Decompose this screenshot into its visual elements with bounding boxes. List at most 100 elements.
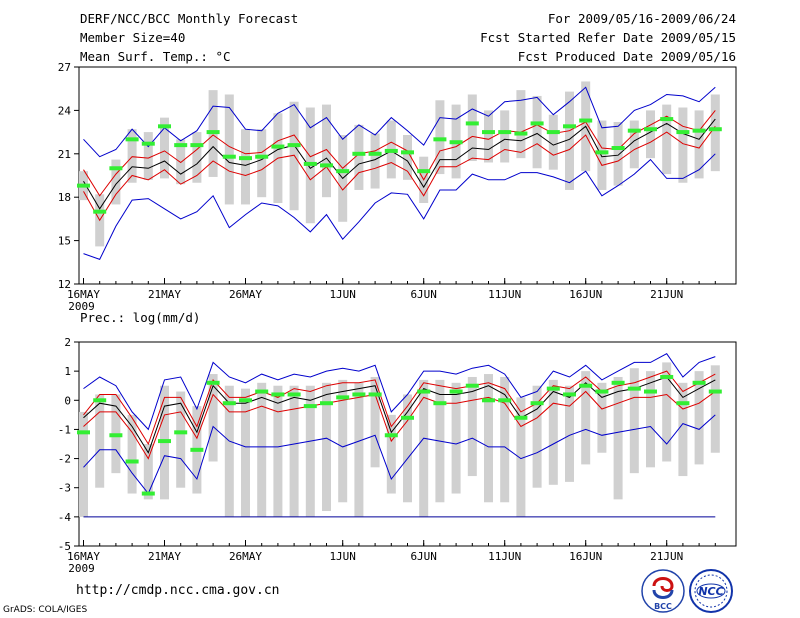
prec-median-marker (352, 392, 366, 397)
temp-x-tick-label: 16MAY (67, 288, 100, 301)
prec-median-marker (563, 392, 576, 397)
prec-spread-box (613, 376, 623, 500)
prec-median-marker (336, 395, 350, 400)
temp-spread-box (403, 134, 412, 180)
temp-y-tick-label: 24 (58, 104, 72, 117)
prec-spread-box (386, 414, 396, 494)
prec-spread-box (79, 411, 88, 517)
prec-spread-box (257, 382, 267, 517)
temp-median-marker (433, 137, 447, 142)
temp-median-marker (708, 127, 722, 132)
temp-median-marker (401, 150, 414, 155)
temp-median-marker (77, 183, 90, 188)
prec-spread-box (581, 371, 591, 465)
temp-median-marker (563, 124, 576, 129)
prec-median-marker (627, 386, 641, 391)
temp-y-tick-label: 18 (58, 191, 71, 204)
temp-median-marker (158, 124, 171, 129)
temp-spread-box (257, 129, 267, 198)
temp-median-marker (546, 130, 560, 135)
prec-spread-box (224, 385, 234, 517)
prec-panel-title: Prec.: log(mm/d) (80, 310, 200, 325)
temp-spread-box (143, 132, 153, 180)
prec-spread-box (710, 365, 720, 453)
prec-spread-box (273, 385, 283, 517)
prec-median-marker (303, 404, 317, 409)
prec-spread-box (419, 379, 429, 517)
prec-upper-line (83, 370, 716, 446)
prec-spread-box (484, 374, 493, 503)
temp-median-marker (611, 146, 625, 151)
prec-spread-box (208, 374, 218, 462)
prec-x-tick-label: 11JUN (488, 550, 521, 563)
prec-median-marker (417, 389, 431, 394)
prec-mean-line (83, 376, 716, 454)
prec-spread-box (678, 382, 688, 477)
prec-x-tick-label: 21MAY (148, 550, 181, 563)
prec-spread-box (305, 385, 315, 517)
prec-median-marker (401, 415, 414, 420)
temp-spread-box (694, 110, 704, 179)
prec-median-marker (449, 389, 463, 394)
temp-median-marker (514, 131, 528, 136)
temp-median-marker (125, 137, 139, 142)
temp-x-year-label: 2009 (68, 300, 95, 313)
temp-x-tick-label: 26MAY (229, 288, 262, 301)
temp-y-tick-label: 12 (58, 278, 71, 291)
temp-y-tick-label: 21 (58, 148, 71, 161)
prec-median-marker (158, 439, 171, 444)
prec-median-marker (77, 430, 90, 435)
temp-spread-box (192, 132, 202, 183)
prec-median-marker (579, 383, 593, 388)
prec-median-marker (206, 380, 220, 385)
prec-spread-box (565, 385, 574, 482)
temp-median-marker (109, 166, 123, 171)
temp-median-marker (384, 148, 398, 153)
temp-median-marker (627, 128, 641, 133)
prec-median-marker (271, 392, 285, 397)
temp-median-marker (93, 209, 107, 214)
prec-median-marker (546, 386, 560, 391)
prec-x-tick-label: 1JUN (329, 550, 356, 563)
temp-spread-box (224, 94, 234, 205)
temp-x-tick-label: 6JUN (410, 288, 437, 301)
temp-median-marker (368, 151, 382, 156)
prec-x-tick-label: 21JUN (650, 550, 683, 563)
prec-spread-box (354, 382, 364, 517)
temp-spread-box (678, 107, 688, 183)
prec-median-marker (530, 401, 544, 406)
prec-spread-box (370, 376, 380, 468)
prec-x-tick-label: 16JUN (569, 550, 602, 563)
temp-spread-box (435, 100, 445, 175)
prec-spread-box (662, 362, 672, 462)
prec-median-marker (465, 383, 479, 388)
forecast-period: For 2009/05/16-2009/06/24 (547, 11, 736, 26)
ncc-logo-text: NCC (698, 585, 723, 598)
temp-median-marker (579, 118, 593, 123)
temp-median-marker (239, 156, 252, 161)
temp-median-marker (644, 127, 657, 132)
prec-spread-box (143, 444, 153, 500)
temp-median-marker (320, 163, 333, 168)
temp-median-marker (255, 154, 269, 159)
prec-median-marker (255, 389, 269, 394)
temp-spread-box (516, 90, 526, 159)
prec-max-line (83, 353, 716, 431)
prec-median-marker (125, 459, 139, 464)
prec-spread-box (289, 385, 299, 517)
prec-spread-box (548, 379, 558, 485)
prec-median-marker (141, 491, 155, 496)
source-url[interactable]: http://cmdp.ncc.cma.gov.cn (76, 583, 280, 598)
prec-spread-box (516, 397, 526, 517)
temp-spread-box (127, 129, 137, 183)
prec-median-marker (93, 398, 107, 403)
prec-median-marker (514, 415, 528, 420)
temp-y-tick-label: 27 (58, 61, 71, 74)
temp-median-marker (530, 121, 544, 126)
prec-median-marker (190, 447, 204, 452)
prec-median-marker (498, 398, 512, 403)
prec-spread-box (532, 385, 542, 488)
temp-x-tick-label: 21MAY (148, 288, 181, 301)
prec-median-marker (320, 401, 333, 406)
